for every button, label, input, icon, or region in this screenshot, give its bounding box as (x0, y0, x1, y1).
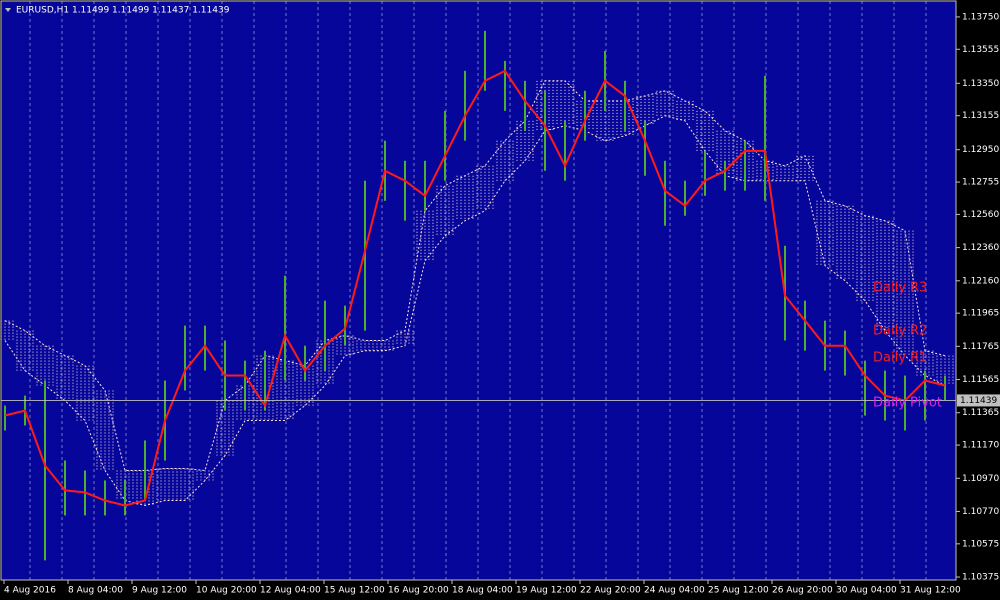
x-tick-label: 18 Aug 04:00 (452, 586, 513, 596)
y-tick-label: 1.12560 (962, 210, 999, 220)
x-tick-label: 16 Aug 20:00 (388, 586, 449, 596)
y-tick-label: 1.11765 (962, 342, 999, 352)
x-tick-label: 4 Aug 2016 (4, 586, 56, 596)
x-tick-label: 12 Aug 04:00 (260, 586, 321, 596)
x-tick-label: 25 Aug 12:00 (708, 586, 769, 596)
y-tick-label: 1.11965 (962, 309, 999, 319)
y-tick-label: 1.12360 (962, 243, 999, 253)
base-line (4, 69, 946, 507)
pivot-label: Daily R3 (873, 281, 927, 296)
cloud-edge-a (4, 80, 946, 472)
x-tick-label: 30 Aug 04:00 (836, 586, 897, 596)
y-tick-label: 1.11565 (962, 375, 999, 385)
plot-area (0, 0, 957, 581)
x-tick-label: 24 Aug 04:00 (644, 586, 705, 596)
x-tick-label: 26 Aug 20:00 (772, 586, 833, 596)
x-tick-label: 9 Aug 12:00 (132, 586, 187, 596)
x-tick-label: 15 Aug 12:00 (324, 586, 385, 596)
y-tick-label: 1.12160 (962, 276, 999, 286)
y-tick-label: 1.12950 (962, 145, 999, 155)
header: EURUSD,H1 1.11499 1.11499 1.11437 1.1143… (16, 6, 230, 16)
x-tick-label: 10 Aug 20:00 (196, 586, 257, 596)
y-tick-label: 1.13155 (962, 111, 999, 121)
menu-arrow (5, 8, 11, 12)
x-tick-label: 8 Aug 04:00 (68, 586, 123, 596)
pivot-label: Daily Pivot (873, 396, 942, 411)
pivot-label: Daily R2 (873, 324, 927, 339)
y-tick-label: 1.13350 (962, 79, 999, 89)
y-tick-label: 1.13555 (962, 45, 999, 55)
last-price-box (957, 394, 1000, 407)
last-price-label: 1.11439 (960, 396, 997, 406)
y-tick-label: 1.10575 (962, 539, 999, 549)
x-tick-label: 22 Aug 20:00 (580, 586, 641, 596)
y-tick-label: 1.10970 (962, 474, 999, 484)
pivot-label: Daily R1 (873, 351, 927, 366)
y-tick-label: 1.13750 (962, 12, 999, 22)
y-tick-label: 1.10375 (962, 573, 999, 583)
y-tick-label: 1.10770 (962, 507, 999, 517)
x-tick-label: 19 Aug 12:00 (516, 586, 577, 596)
cloud-edge-b (4, 115, 946, 507)
x-tick-label: 31 Aug 12:00 (900, 586, 961, 596)
y-tick-label: 1.12755 (962, 178, 999, 188)
y-tick-label: 1.11365 (962, 408, 999, 418)
y-tick-label: 1.11170 (962, 441, 999, 451)
